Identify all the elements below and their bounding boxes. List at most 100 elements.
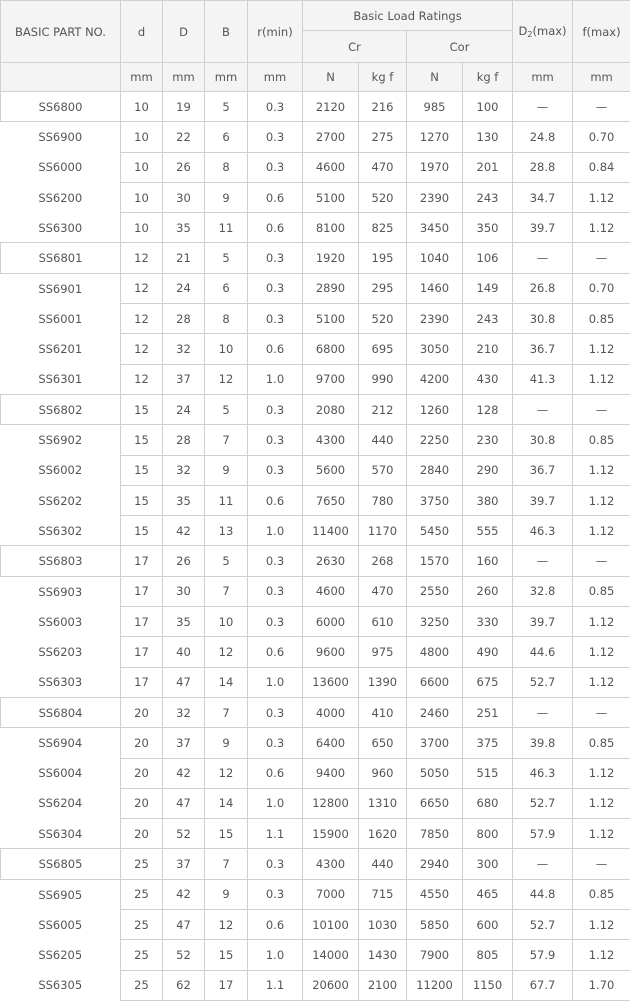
value-cell: 1.12	[573, 910, 630, 940]
value-cell: 520	[359, 304, 407, 334]
value-cell: 20	[121, 758, 163, 788]
value-cell: 10	[121, 152, 163, 182]
value-cell: 2080	[303, 394, 359, 424]
value-cell: 1030	[359, 910, 407, 940]
value-cell: 20	[121, 788, 163, 818]
value-cell: 1.12	[573, 758, 630, 788]
value-cell: 825	[359, 213, 407, 243]
value-cell: 7	[205, 849, 248, 879]
value-cell: 243	[463, 304, 513, 334]
value-cell: 36.7	[513, 455, 573, 485]
value-cell: 0.3	[248, 425, 303, 455]
value-cell: 0.3	[248, 455, 303, 485]
value-cell: 12	[121, 364, 163, 394]
part-number-cell: SS6002	[1, 455, 121, 485]
value-cell: 0.84	[573, 152, 630, 182]
value-cell: —	[573, 394, 630, 424]
value-cell: 3250	[407, 607, 463, 637]
part-number-cell: SS6901	[1, 273, 121, 303]
value-cell: 0.70	[573, 273, 630, 303]
value-cell: 15	[121, 516, 163, 546]
value-cell: 515	[463, 758, 513, 788]
part-number-cell: SS6801	[1, 243, 121, 273]
unit-cell: kg f	[463, 63, 513, 92]
value-cell: 4200	[407, 364, 463, 394]
header-f-max: f(max)	[573, 1, 630, 63]
value-cell: 555	[463, 516, 513, 546]
value-cell: 260	[463, 576, 513, 606]
value-cell: 5100	[303, 304, 359, 334]
value-cell: 62	[163, 970, 205, 1000]
value-cell: 0.6	[248, 910, 303, 940]
value-cell: 380	[463, 485, 513, 515]
value-cell: 216	[359, 92, 407, 122]
value-cell: 1620	[359, 819, 407, 849]
unit-cell: mm	[163, 63, 205, 92]
value-cell: 0.6	[248, 485, 303, 515]
value-cell: 410	[359, 697, 407, 727]
value-cell: 32	[163, 455, 205, 485]
value-cell: 57.9	[513, 819, 573, 849]
value-cell: 28	[163, 425, 205, 455]
value-cell: 1310	[359, 788, 407, 818]
value-cell: 5850	[407, 910, 463, 940]
value-cell: 0.85	[573, 304, 630, 334]
value-cell: 1570	[407, 546, 463, 576]
value-cell: 15	[205, 819, 248, 849]
value-cell: 42	[163, 758, 205, 788]
value-cell: 8	[205, 304, 248, 334]
value-cell: 9	[205, 879, 248, 909]
value-cell: 1170	[359, 516, 407, 546]
value-cell: 52.7	[513, 667, 573, 697]
value-cell: 4600	[303, 576, 359, 606]
value-cell: 2630	[303, 546, 359, 576]
value-cell: 0.3	[248, 576, 303, 606]
value-cell: 210	[463, 334, 513, 364]
value-cell: 1.12	[573, 455, 630, 485]
value-cell: 67.7	[513, 970, 573, 1000]
value-cell: 6	[205, 122, 248, 152]
value-cell: 12	[121, 334, 163, 364]
value-cell: —	[573, 849, 630, 879]
value-cell: 0.85	[573, 425, 630, 455]
value-cell: 470	[359, 152, 407, 182]
value-cell: 1150	[463, 970, 513, 1000]
value-cell: 6000	[303, 607, 359, 637]
value-cell: 30.8	[513, 304, 573, 334]
value-cell: 10	[121, 122, 163, 152]
value-cell: 0.70	[573, 122, 630, 152]
part-number-cell: SS6004	[1, 758, 121, 788]
value-cell: 440	[359, 425, 407, 455]
value-cell: 1.12	[573, 788, 630, 818]
value-cell: 17	[121, 637, 163, 667]
value-cell: 5450	[407, 516, 463, 546]
value-cell: 39.8	[513, 728, 573, 758]
value-cell: 12	[205, 364, 248, 394]
value-cell: 600	[463, 910, 513, 940]
value-cell: 1.70	[573, 970, 630, 1000]
value-cell: 25	[121, 970, 163, 1000]
part-number-cell: SS6902	[1, 425, 121, 455]
value-cell: 160	[463, 546, 513, 576]
part-number-cell: SS6905	[1, 879, 121, 909]
value-cell: 2250	[407, 425, 463, 455]
value-cell: 10100	[303, 910, 359, 940]
units-blank	[1, 63, 121, 92]
value-cell: 230	[463, 425, 513, 455]
value-cell: 7650	[303, 485, 359, 515]
value-cell: 805	[463, 940, 513, 970]
value-cell: 52.7	[513, 910, 573, 940]
value-cell: 47	[163, 788, 205, 818]
value-cell: 40	[163, 637, 205, 667]
value-cell: 32.8	[513, 576, 573, 606]
value-cell: 4550	[407, 879, 463, 909]
